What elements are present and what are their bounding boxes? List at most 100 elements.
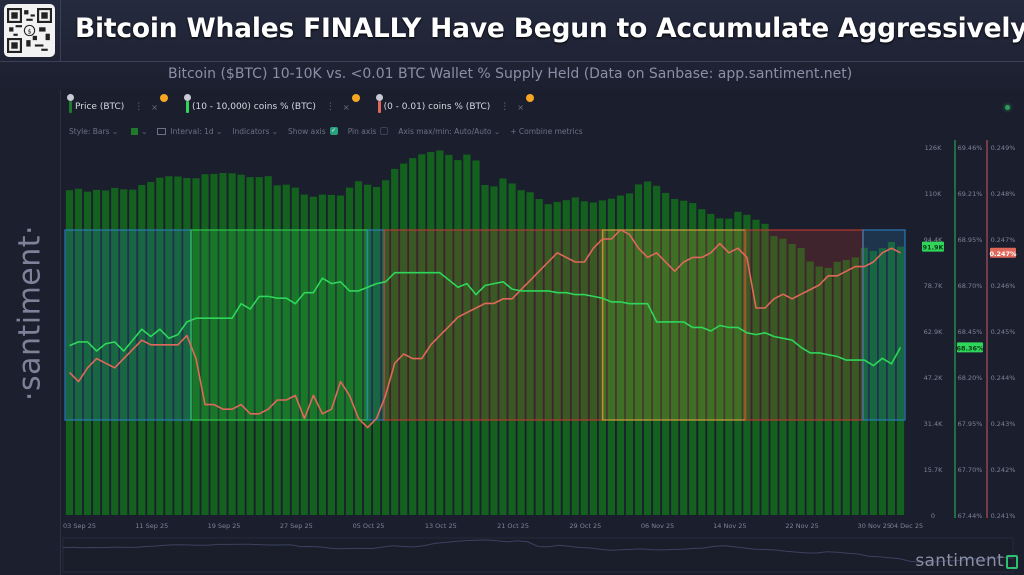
retail-axis-tick: 0.241% xyxy=(991,512,1016,520)
price-axis-tick: 47.2K xyxy=(924,374,943,382)
price-bar xyxy=(562,200,570,515)
price-axis-tick: 110K xyxy=(925,190,942,198)
retail-current-value: 0.247% xyxy=(989,250,1017,258)
price-bar xyxy=(797,248,805,515)
price-axis-tick: 15.7K xyxy=(924,466,943,474)
legend-item-retail[interactable]: (0 - 0.01) coins % (BTC) ⋮ × xyxy=(375,94,534,113)
price-bar xyxy=(499,178,507,515)
price-bar xyxy=(860,247,868,516)
more-options-icon[interactable]: ⋮ xyxy=(500,102,510,112)
price-bar xyxy=(616,195,625,515)
x-axis-tick: 04 Dec 25 xyxy=(890,522,923,530)
price-current-value-badge xyxy=(922,241,944,252)
price-bar xyxy=(472,160,480,515)
price-bar xyxy=(689,203,697,515)
price-bar xyxy=(806,261,814,515)
whales-current-value-badge xyxy=(957,342,983,353)
highlight-zone xyxy=(383,229,604,421)
price-bar xyxy=(770,236,778,515)
highlight-zone xyxy=(366,229,385,421)
price-bar xyxy=(129,189,137,515)
alert-badge-icon[interactable] xyxy=(525,94,534,102)
santiment-bottom-watermark: santiment xyxy=(915,551,1004,571)
header-divider-vertical xyxy=(60,0,61,62)
price-bar xyxy=(300,194,308,515)
legend-label-price: Price (BTC) xyxy=(75,102,125,112)
whales-axis-tick: 67.44% xyxy=(958,512,983,520)
price-bar xyxy=(418,154,426,516)
chart-subtitle: Bitcoin ($BTC) 10-10K vs. <0.01 BTC Wall… xyxy=(168,66,853,82)
retail-axis-tick: 0.245% xyxy=(991,328,1016,336)
interval-dropdown[interactable]: Interval: 1d ⌄ xyxy=(157,127,222,136)
pin-axis-toggle[interactable]: Pin axis xyxy=(348,127,389,136)
price-bar xyxy=(454,160,462,515)
price-bar xyxy=(102,190,110,515)
close-icon[interactable]: × xyxy=(517,102,524,112)
price-bar xyxy=(896,246,905,515)
legend-swatch-retail xyxy=(377,101,381,113)
price-bar xyxy=(544,204,552,515)
highlight-zone xyxy=(190,229,369,421)
price-bar xyxy=(535,199,543,515)
price-bar xyxy=(237,174,245,515)
checkbox-icon[interactable] xyxy=(380,127,389,135)
price-bar xyxy=(589,202,597,515)
price-bar xyxy=(174,176,182,515)
price-bar xyxy=(156,177,164,515)
lock-icon[interactable] xyxy=(375,94,383,101)
lock-icon[interactable] xyxy=(183,94,191,101)
price-bar xyxy=(707,213,715,515)
whales-axis-tick: 68.70% xyxy=(958,282,983,290)
price-bar xyxy=(84,191,92,515)
lock-icon[interactable] xyxy=(67,94,74,101)
alert-badge-icon[interactable] xyxy=(159,94,168,102)
whales-axis-tick: 69.46% xyxy=(958,144,983,152)
price-bar xyxy=(851,257,859,515)
price-bar xyxy=(219,173,227,515)
x-axis-tick: 13 Oct 25 xyxy=(425,522,457,530)
qr-code: $ xyxy=(4,4,55,57)
axis-maxmin-dropdown[interactable]: Axis max/min: Auto/Auto ⌄ xyxy=(398,126,501,136)
price-bar xyxy=(382,180,390,516)
price-bar xyxy=(580,201,588,516)
price-bar xyxy=(842,260,850,515)
show-axis-toggle[interactable]: Show axis ✓ xyxy=(288,126,338,136)
combine-metrics-button[interactable]: + Combine metrics xyxy=(510,126,583,136)
price-bar xyxy=(788,244,796,515)
whales-axis-tick: 67.70% xyxy=(958,466,983,474)
price-bar xyxy=(662,192,670,515)
whales-axis-tick: 69.21% xyxy=(958,190,983,198)
style-dropdown[interactable]: Style: Bars ⌄ xyxy=(69,126,119,136)
x-axis-tick: 11 Sep 25 xyxy=(135,522,168,530)
price-axis-tick: 31.4K xyxy=(924,420,943,428)
close-icon[interactable]: × xyxy=(151,102,158,112)
price-bar xyxy=(65,190,74,515)
price-bar xyxy=(74,188,83,516)
price-bar xyxy=(291,187,299,515)
price-bar xyxy=(111,187,119,515)
price-bar xyxy=(147,182,155,515)
alert-badge-icon[interactable] xyxy=(351,94,360,102)
price-bar xyxy=(734,211,742,516)
price-bar xyxy=(490,186,498,515)
color-picker[interactable]: ⌄ xyxy=(128,127,147,136)
price-bar xyxy=(824,267,832,515)
legend-item-price[interactable]: Price (BTC) ⋮ × xyxy=(67,94,168,113)
legend-swatch-price xyxy=(69,101,72,113)
indicators-dropdown[interactable]: Indicators ⌄ xyxy=(232,126,279,136)
close-icon[interactable]: × xyxy=(342,102,350,112)
timeline-navigator[interactable] xyxy=(62,537,1014,573)
price-bar xyxy=(481,185,489,515)
price-bar xyxy=(373,187,381,515)
price-bar xyxy=(409,158,417,515)
price-bar xyxy=(336,195,345,515)
price-axis-tick: 126K xyxy=(925,144,942,152)
price-bar xyxy=(887,241,895,515)
legend-item-whales[interactable]: (10 - 10,000) coins % (BTC) ⋮ × xyxy=(183,94,360,113)
more-options-icon[interactable]: ⋮ xyxy=(325,102,335,112)
retail-axis-tick: 0.249% xyxy=(991,144,1016,152)
checkbox-checked-icon[interactable]: ✓ xyxy=(329,127,338,135)
more-options-icon[interactable]: ⋮ xyxy=(134,102,144,112)
price-bar xyxy=(698,209,706,515)
